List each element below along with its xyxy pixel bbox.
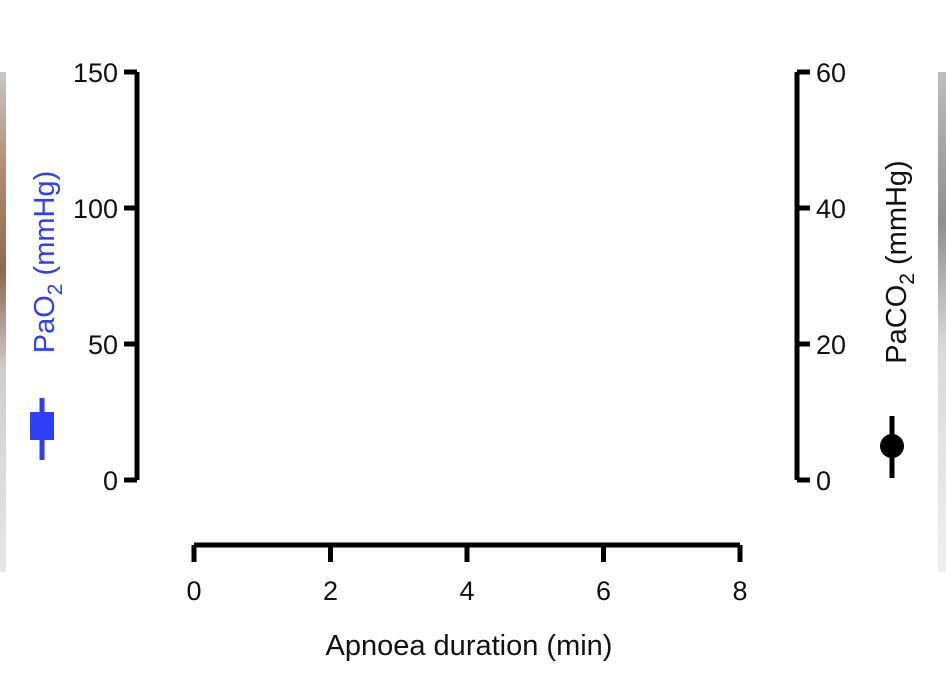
y-left-tick-label: 100 <box>73 194 118 224</box>
y-axis-left-label: PaO2 (mmHg) <box>29 171 67 353</box>
y-left-tick-label: 50 <box>88 330 118 360</box>
y-axis-right-label: PaCO2 (mmHg) <box>881 160 919 363</box>
y-right-tick-label: 0 <box>816 466 831 496</box>
y-left-label-units: (mmHg) <box>29 171 61 284</box>
y-left-tick-label: 150 <box>73 58 118 88</box>
y-left-label-sub: 2 <box>44 284 67 296</box>
y-left-label-main: PaO <box>29 295 61 353</box>
x-tick-label: 8 <box>732 576 747 606</box>
x-tick-label: 4 <box>459 576 474 606</box>
x-axis-label: Apnoea duration (min) <box>326 630 613 662</box>
y-axis-right-ticks: 0 20 40 60 <box>797 58 846 496</box>
y-right-label-sub: 2 <box>896 273 919 285</box>
y-axis-left-ticks: 0 50 100 150 <box>73 58 137 496</box>
y-right-marker <box>880 416 904 478</box>
x-tick-label: 2 <box>323 576 338 606</box>
x-tick-label: 0 <box>186 576 201 606</box>
y-right-label-main: PaCO <box>881 285 913 364</box>
y-left-marker <box>30 398 54 460</box>
right-photo-edge <box>938 72 946 572</box>
left-photo-edge <box>0 72 6 572</box>
y-right-label-units: (mmHg) <box>881 160 913 273</box>
y-left-tick-label: 0 <box>103 466 118 496</box>
y-right-tick-label: 20 <box>816 330 846 360</box>
x-axis-ticks: 0 2 4 6 8 <box>186 545 748 606</box>
y-right-tick-label: 40 <box>816 194 846 224</box>
x-tick-label: 6 <box>596 576 611 606</box>
y-right-tick-label: 60 <box>816 58 846 88</box>
